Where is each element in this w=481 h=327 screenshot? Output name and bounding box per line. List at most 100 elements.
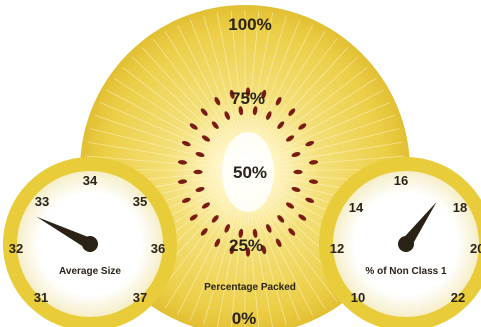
kiwi-seed [177,160,188,165]
kiwi-seed [189,214,198,221]
kiwi-ray [90,128,217,161]
kiwi-seed [211,121,219,129]
right-tick-20: 20 [470,241,481,256]
kiwi-ray [152,38,229,138]
kiwi-ray [272,102,391,154]
kiwi-seed [201,202,210,209]
left-tick-37: 37 [133,290,147,305]
right-gauge-label: % of Non Class 1 [365,266,447,277]
right-gauge-hub [398,236,414,252]
kiwi-seed [275,96,282,106]
left-tick-34: 34 [83,173,98,188]
kiwi-seed [252,106,258,116]
kiwi-ray [131,56,225,143]
kiwi-seed [305,197,315,203]
kiwi-seed [224,111,230,120]
kiwi-seed [286,202,295,209]
kiwi-seed [277,121,285,129]
kiwi-ray [203,208,238,325]
kiwi-seed [181,197,191,203]
kiwi-seed [305,141,315,147]
right-tick-16: 16 [394,173,408,188]
main-gauge-core [222,132,274,212]
kiwi-ray [177,24,233,134]
kiwi-seed [181,141,191,147]
kiwi-ray [87,141,216,164]
kiwi-seed [238,106,244,116]
main-gauge-seeds [177,87,319,257]
kiwi-ray [216,209,241,327]
kiwi-seed [214,96,221,106]
kiwi-ray [273,114,396,157]
main-tick-75: 75% [231,89,265,108]
main-tick-25: 25% [229,236,263,255]
kiwi-ray [259,31,326,136]
main-gauge-label: Percentage Packed [204,282,296,293]
kiwi-seed [252,228,258,238]
kiwi-seed [245,247,251,257]
kiwi-seed [286,135,295,142]
kiwi-ray [252,15,287,132]
kiwi-ray [247,209,260,327]
left-tick-36: 36 [151,241,165,256]
kiwi-seed [275,238,282,248]
kiwi-seed [308,160,319,165]
kiwi-ray [99,102,218,154]
right-tick-18: 18 [453,200,467,215]
kiwi-ray [164,31,231,136]
left-gauge-label: Average Size [59,266,121,277]
kiwi-seed [200,228,208,236]
kiwi-ray [261,202,338,302]
kiwi-seed [261,245,267,255]
kiwi-ray [261,38,338,138]
kiwi-seed [288,228,296,236]
kiwi-seed [245,87,251,97]
kiwi-seed [201,135,210,142]
kiwi-ray [267,66,368,145]
kiwi-seed [266,224,272,233]
kiwi-seed [291,152,301,158]
left-gauge: 31 32 33 34 35 36 37 Average Size [3,157,177,327]
kiwi-seed [224,224,230,233]
main-tick-100: 100% [228,15,271,34]
right-gauge-needle [401,201,437,248]
kiwi-ray [265,56,359,143]
kiwi-ray [94,114,217,157]
right-tick-22: 22 [451,290,465,305]
kiwi-seed [298,214,307,221]
kiwi-seed [189,123,198,130]
right-tick-10: 10 [351,290,365,305]
kiwi-seed [211,215,219,223]
kiwi-ray [269,77,377,148]
left-tick-33: 33 [35,194,49,209]
kiwi-ray [85,155,216,167]
kiwi-ray [164,204,231,309]
kiwi-ray [274,141,403,164]
kiwi-ray [254,207,301,321]
kiwi-seed [266,111,272,120]
kiwi-ray [122,66,223,145]
kiwi-seed [261,89,267,99]
right-tick-14: 14 [349,200,364,215]
kiwi-seed [298,123,307,130]
right-gauge: 10 12 14 16 18 20 22 % of Non Class 1 [319,157,481,327]
kiwi-ray [259,204,326,309]
kiwi-ray [274,155,405,167]
kiwi-seed [214,238,221,248]
kiwi-ray [106,89,220,151]
kiwi-seed [293,169,303,175]
kiwi-ray [254,19,301,133]
kiwi-seed [200,108,208,116]
left-tick-31: 31 [34,290,48,305]
kiwi-seed [308,179,319,184]
kiwi-seed [291,186,301,192]
kiwi-seed [288,108,296,116]
kiwi-seed [195,152,205,158]
kiwi-ray [177,206,233,316]
kiwi-ray [141,47,227,140]
kiwi-seed [195,186,205,192]
left-gauge-needle [36,216,93,250]
left-gauge-hub [82,236,98,252]
left-tick-32: 32 [9,241,23,256]
